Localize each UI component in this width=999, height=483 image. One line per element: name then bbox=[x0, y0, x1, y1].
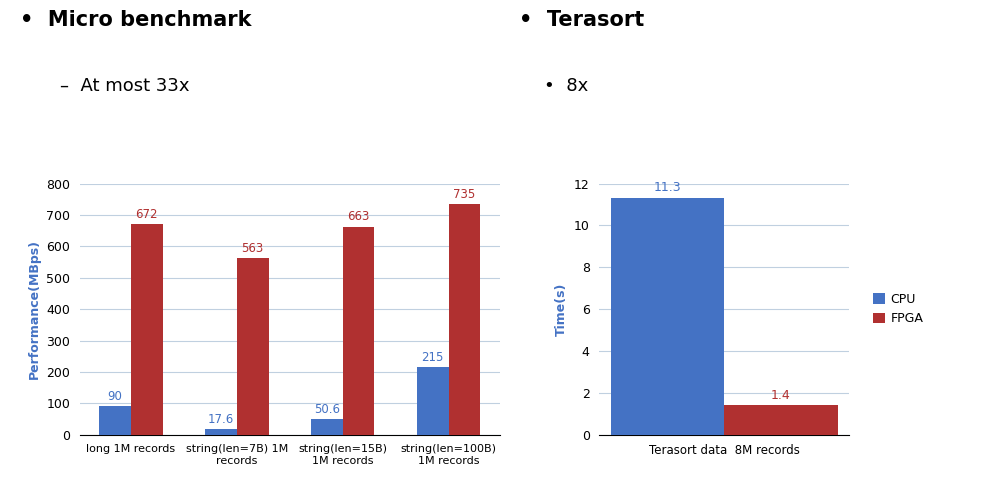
Text: –  At most 33x: – At most 33x bbox=[60, 77, 190, 95]
Text: 50.6: 50.6 bbox=[314, 403, 340, 416]
Text: 563: 563 bbox=[242, 242, 264, 255]
Y-axis label: Time(s): Time(s) bbox=[555, 283, 568, 336]
Text: •  Micro benchmark: • Micro benchmark bbox=[20, 10, 252, 29]
Text: 1.4: 1.4 bbox=[771, 389, 791, 402]
Bar bbox=[343, 227, 375, 435]
Text: 663: 663 bbox=[348, 211, 370, 224]
Legend: CPU, FPGA: CPU, FPGA bbox=[868, 288, 928, 330]
Text: 11.3: 11.3 bbox=[653, 182, 681, 195]
Text: 90: 90 bbox=[108, 390, 122, 403]
Bar bbox=[610, 198, 724, 435]
Bar bbox=[417, 367, 449, 435]
Bar bbox=[99, 407, 131, 435]
Bar bbox=[205, 429, 237, 435]
Text: •  Terasort: • Terasort bbox=[519, 10, 644, 29]
Bar bbox=[237, 258, 269, 435]
Y-axis label: Performance(MBps): Performance(MBps) bbox=[28, 239, 41, 379]
Bar bbox=[311, 419, 343, 435]
Text: 735: 735 bbox=[454, 188, 476, 201]
Text: 215: 215 bbox=[422, 351, 444, 364]
Bar bbox=[449, 204, 481, 435]
Bar bbox=[724, 405, 838, 435]
Bar bbox=[131, 224, 163, 435]
Text: 17.6: 17.6 bbox=[208, 413, 234, 426]
Text: •  8x: • 8x bbox=[544, 77, 588, 95]
Text: 672: 672 bbox=[136, 208, 158, 221]
